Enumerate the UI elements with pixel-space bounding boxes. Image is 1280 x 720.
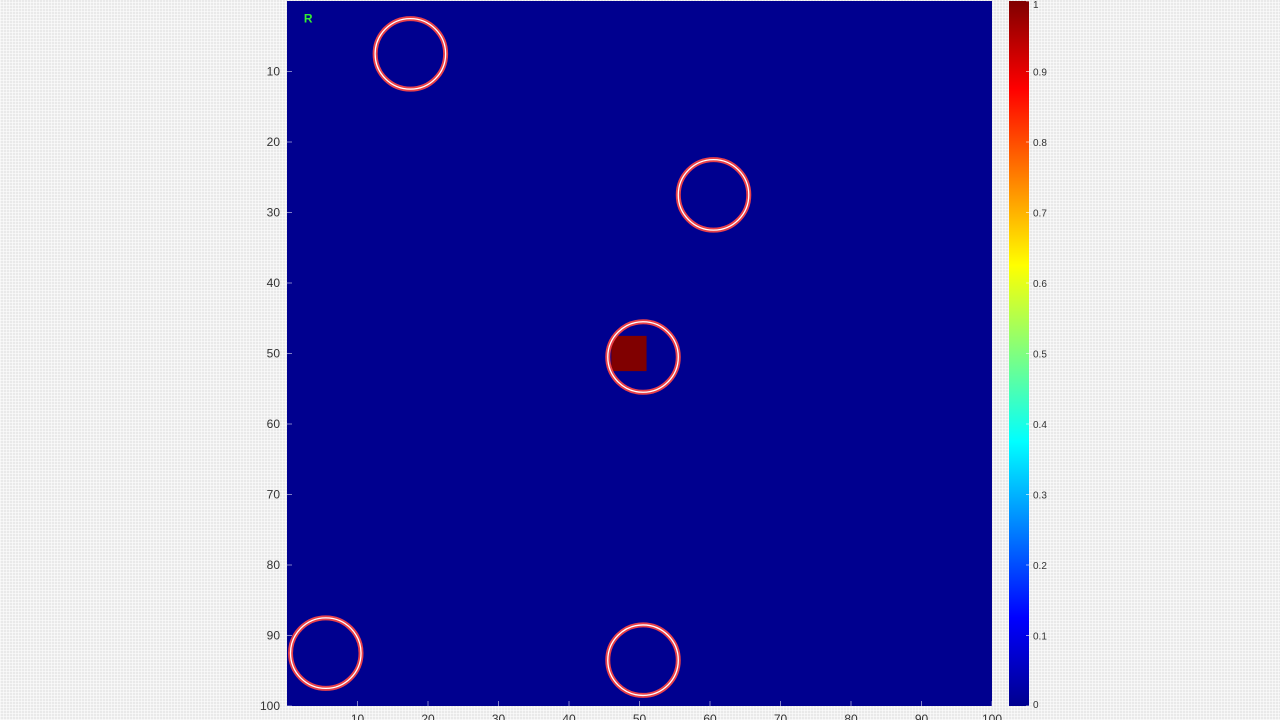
x-axis: 10 20 30 40 50 60 70 80 90 100 bbox=[351, 701, 1002, 720]
circle-marker-4 bbox=[605, 622, 681, 698]
x-tick-label: 60 bbox=[703, 712, 717, 720]
y-axis: 10 20 30 40 50 60 70 80 90 100 bbox=[260, 65, 292, 713]
circle-markers bbox=[288, 16, 752, 698]
y-tick-label: 90 bbox=[267, 629, 281, 643]
x-tick-label: 20 bbox=[421, 712, 435, 720]
colorbar-tick-label: 0.8 bbox=[1033, 138, 1047, 149]
x-tick-label: 40 bbox=[562, 712, 576, 720]
x-tick-label: 70 bbox=[774, 712, 788, 720]
x-tick-label: 10 bbox=[351, 712, 365, 720]
y-tick-label: 70 bbox=[267, 488, 281, 502]
colorbar-tick-label: 0 bbox=[1033, 700, 1039, 711]
r-marker-label: R bbox=[304, 12, 313, 26]
circle-ring-inner bbox=[607, 321, 679, 393]
y-tick-label: 100 bbox=[260, 699, 280, 713]
colorbar: 0 0.1 0.2 0.3 0.4 0.5 0.6 0.7 0.8 0.9 1 bbox=[1009, 0, 1047, 711]
hot-cells bbox=[611, 335, 647, 372]
y-tick-label: 40 bbox=[267, 276, 281, 290]
circle-ring-inner bbox=[607, 624, 679, 697]
colorbar-tick-label: 0.5 bbox=[1033, 350, 1047, 361]
circle-marker-0 bbox=[372, 16, 449, 92]
x-tick-label: 30 bbox=[492, 712, 506, 720]
y-tick-label: 60 bbox=[267, 417, 281, 431]
x-tick-label: 80 bbox=[844, 712, 858, 720]
y-tick-label: 80 bbox=[267, 558, 281, 572]
circle-marker-1 bbox=[675, 157, 752, 233]
colorbar-tick-label: 0.7 bbox=[1033, 209, 1047, 220]
plot-area: R bbox=[287, 1, 992, 706]
x-tick-label: 100 bbox=[982, 712, 1002, 720]
circle-ring-inner bbox=[289, 617, 362, 690]
circle-ring-inner bbox=[374, 17, 447, 90]
colorbar-ticks: 0 0.1 0.2 0.3 0.4 0.5 0.6 0.7 0.8 0.9 1 bbox=[1026, 0, 1047, 711]
hot-cell-0 bbox=[611, 335, 647, 372]
y-tick-label: 50 bbox=[267, 347, 281, 361]
colorbar-tick-label: 0.2 bbox=[1033, 561, 1047, 572]
circle-marker-3 bbox=[288, 615, 364, 691]
colorbar-tick-label: 0.9 bbox=[1033, 68, 1047, 79]
colorbar-tick-label: 0.3 bbox=[1033, 491, 1047, 502]
x-tick-label: 90 bbox=[915, 712, 929, 720]
colorbar-gradient bbox=[1009, 1, 1029, 706]
y-tick-label: 30 bbox=[267, 206, 281, 220]
colorbar-tick-label: 0.4 bbox=[1033, 420, 1047, 431]
x-tick-label: 50 bbox=[633, 712, 647, 720]
circle-ring-inner bbox=[677, 158, 750, 231]
y-tick-label: 20 bbox=[267, 135, 281, 149]
colorbar-tick-label: 1 bbox=[1033, 0, 1039, 11]
y-tick-label: 10 bbox=[267, 65, 281, 79]
colorbar-tick-label: 0.1 bbox=[1033, 632, 1047, 643]
circle-marker-2 bbox=[605, 319, 681, 395]
colorbar-tick-label: 0.6 bbox=[1033, 279, 1047, 290]
